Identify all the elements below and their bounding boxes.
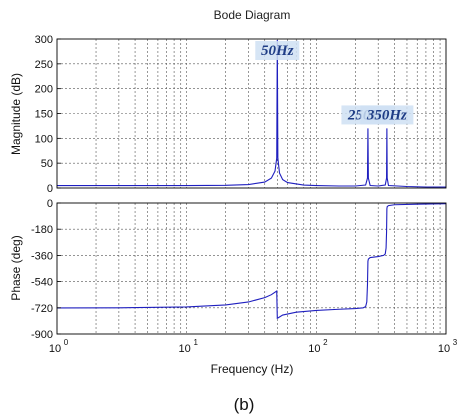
phase-tick-labels: -900 -720 -540 -360 -180 0 <box>31 198 61 341</box>
magnitude-annotations: 50Hz250Hz350Hz <box>255 41 414 125</box>
xtick-label: 10 <box>308 343 320 355</box>
magnitude-grid <box>57 39 446 188</box>
xtick-label: 10 <box>49 343 61 355</box>
phase-ytick-label: -900 <box>31 329 53 341</box>
magnitude-series-line <box>57 39 446 188</box>
frequency-xlabel: Frequency (Hz) <box>211 362 294 376</box>
magnitude-ytick-label: 50 <box>41 158 53 170</box>
magnitude-ytick-label: 200 <box>35 84 53 96</box>
magnitude-ytick-label: 0 <box>47 183 53 195</box>
phase-grid <box>57 203 446 334</box>
phase-ytick-label: -180 <box>31 224 53 236</box>
phase-series-line <box>56 203 447 320</box>
annotation-label: 350Hz <box>366 107 407 123</box>
xtick-exponent: 1 <box>193 338 198 347</box>
phase-ytick-label: -540 <box>31 277 53 289</box>
annotation-box <box>255 41 300 60</box>
phase-ytick-label: -720 <box>31 303 53 315</box>
magnitude-ytick-label: 100 <box>35 133 53 145</box>
xtick-exponent: 2 <box>323 338 328 347</box>
xtick-label: 10 <box>438 343 450 355</box>
magnitude-ytick-label: 300 <box>35 34 53 46</box>
chart-title: Bode Diagram <box>214 8 291 22</box>
phase-frame <box>56 202 447 335</box>
phase-ytick-label: 0 <box>47 198 53 210</box>
phase-ytick-label: -360 <box>31 250 53 262</box>
annotation-box <box>360 105 414 125</box>
magnitude-tick-labels: 0 50 100 150 200 250 300 <box>35 34 61 195</box>
figure-caption: (b) <box>234 395 255 414</box>
annotation-label: 50Hz <box>261 43 294 59</box>
magnitude-ylabel: Magnitude (dB) <box>9 73 23 155</box>
xtick-exponent: 0 <box>64 338 69 347</box>
magnitude-ytick-label: 250 <box>35 59 53 71</box>
xtick-exponent: 3 <box>453 338 458 347</box>
xtick-label: 10 <box>179 343 191 355</box>
magnitude-ytick-label: 150 <box>35 109 53 121</box>
phase-ylabel: Phase (deg) <box>9 235 23 300</box>
